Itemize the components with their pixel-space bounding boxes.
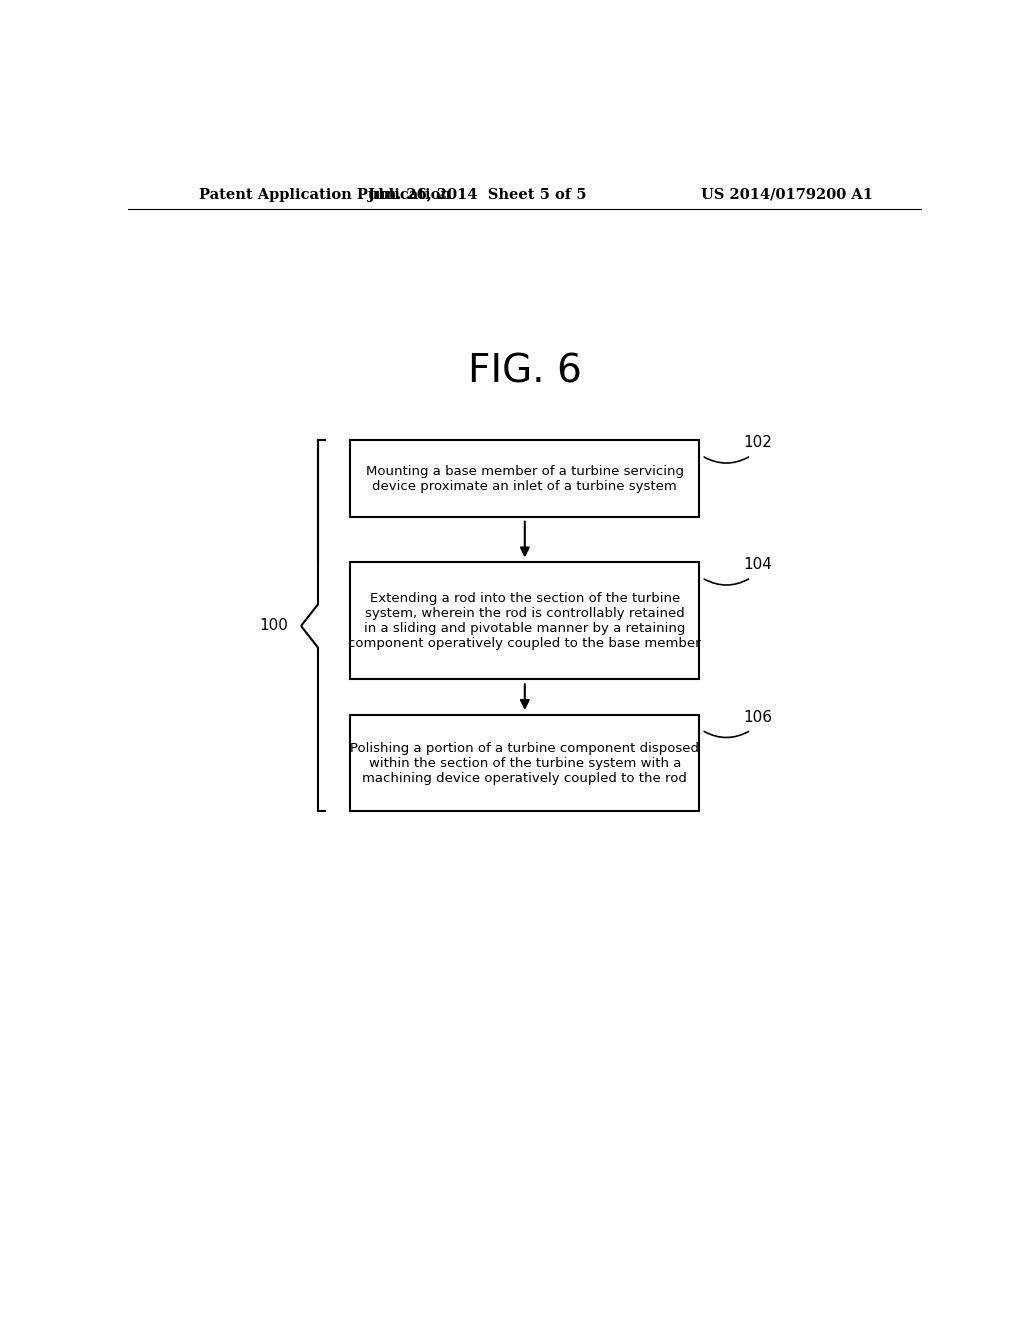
Text: 102: 102 — [743, 436, 772, 450]
FancyBboxPatch shape — [350, 441, 699, 516]
Text: US 2014/0179200 A1: US 2014/0179200 A1 — [700, 187, 872, 202]
Text: Patent Application Publication: Patent Application Publication — [200, 187, 452, 202]
Text: 100: 100 — [259, 619, 289, 634]
Text: 106: 106 — [743, 710, 772, 725]
Text: Extending a rod into the section of the turbine
system, wherein the rod is contr: Extending a rod into the section of the … — [348, 591, 701, 649]
FancyBboxPatch shape — [350, 715, 699, 812]
Text: Polishing a portion of a turbine component disposed
within the section of the tu: Polishing a portion of a turbine compone… — [350, 742, 699, 784]
FancyBboxPatch shape — [350, 562, 699, 680]
Text: 104: 104 — [743, 557, 772, 573]
Text: Mounting a base member of a turbine servicing
device proximate an inlet of a tur: Mounting a base member of a turbine serv… — [366, 465, 684, 492]
Text: Jun. 26, 2014  Sheet 5 of 5: Jun. 26, 2014 Sheet 5 of 5 — [368, 187, 587, 202]
Text: FIG. 6: FIG. 6 — [468, 352, 582, 391]
